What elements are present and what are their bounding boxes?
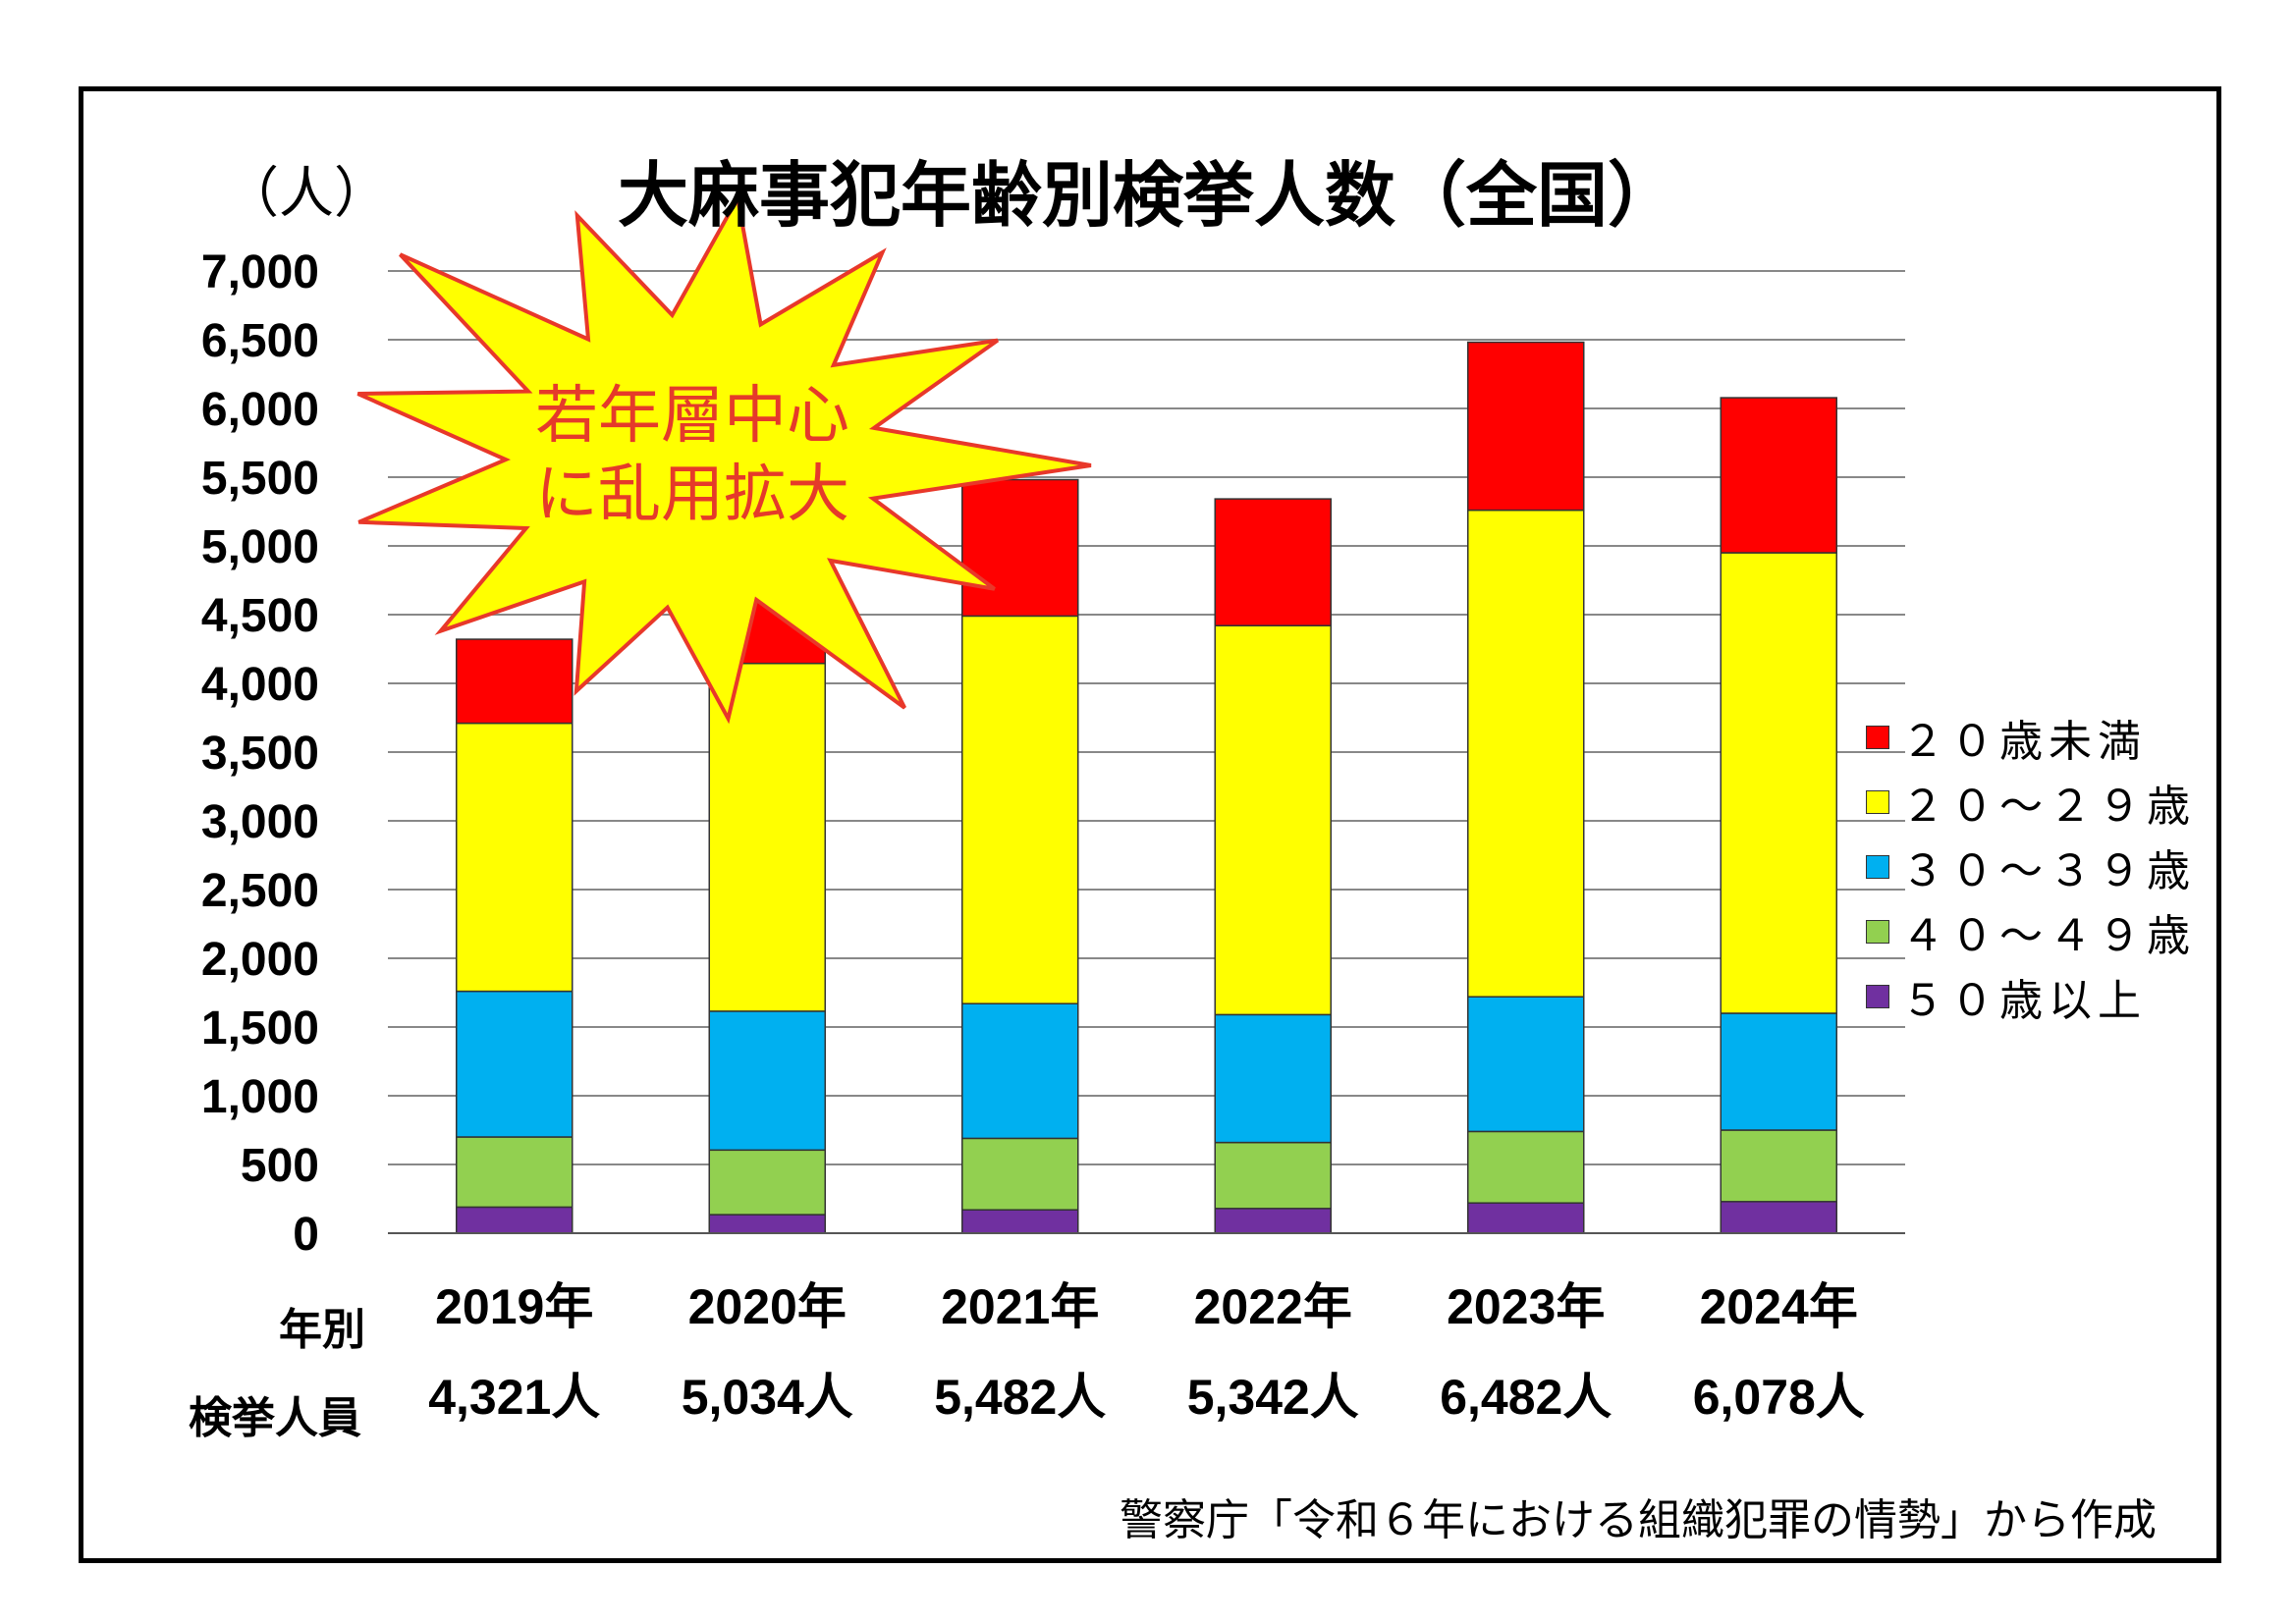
y-tick-label: 2,500 [201, 865, 319, 917]
y-tick-label: 4,000 [201, 659, 319, 711]
bar-segment [1720, 552, 1837, 1014]
y-tick-label: 1,000 [201, 1071, 319, 1123]
legend-label: ５０歳以上 [1901, 976, 2147, 1026]
bar-segment [456, 1136, 574, 1209]
source-note: 警察庁「令和６年における組織犯罪の情勢」から作成 [1120, 1495, 2157, 1545]
x-tick-label: 2021年 [941, 1279, 1099, 1334]
legend-item: ２０歳未満 [1866, 705, 2196, 770]
y-tick-label: 5,000 [201, 521, 319, 573]
x-tick-label: 2024年 [1700, 1279, 1858, 1334]
bar-segment [708, 1214, 826, 1234]
y-tick-label: 3,000 [201, 796, 319, 848]
y-axis-unit: （人） [224, 162, 389, 226]
bar-segment [961, 1209, 1079, 1234]
bar-segment [708, 1149, 826, 1216]
bar-segment [1720, 397, 1837, 554]
x-tick-label: 2022年 [1194, 1279, 1352, 1334]
bar-segment [708, 1010, 826, 1152]
bar-segment [961, 615, 1079, 1004]
legend-swatch [1866, 920, 1889, 944]
legend-swatch [1866, 855, 1889, 879]
bar-segment [456, 990, 574, 1138]
bar-segment [961, 478, 1079, 618]
bar-segment [1214, 1208, 1332, 1234]
bar-segment [1214, 1013, 1332, 1144]
total-label: 4,321人 [428, 1370, 600, 1425]
bar-segment [456, 722, 574, 993]
total-label: 6,482人 [1440, 1370, 1612, 1425]
y-tick-label: 1,500 [201, 1002, 319, 1055]
bar-segment [1214, 498, 1332, 626]
bar-segment [1467, 509, 1585, 998]
bar-segment [456, 638, 574, 725]
x-tick-label: 2023年 [1447, 1279, 1605, 1334]
bar-segment [1467, 996, 1585, 1133]
bar-segment [961, 1137, 1079, 1211]
legend-item: ２０～２９歳 [1866, 770, 2196, 835]
x-tick-label: 2019年 [435, 1279, 593, 1334]
total-label: 5,342人 [1187, 1370, 1359, 1425]
legend-item: ５０歳以上 [1866, 964, 2196, 1029]
chart-frame [79, 86, 2221, 1563]
bar-segment [1214, 1141, 1332, 1210]
callout-text-line1: 若年層中心 [535, 380, 849, 453]
y-tick-label: 2,000 [201, 934, 319, 986]
legend-item: ４０～４９歳 [1866, 899, 2196, 964]
y-tick-label: 6,000 [201, 384, 319, 436]
total-label: 6,078人 [1693, 1370, 1865, 1425]
legend: ２０歳未満 ２０～２９歳 ３０～３９歳 ４０～４９歳 ５０歳以上 [1866, 705, 2196, 1029]
total-label: 5,482人 [934, 1370, 1106, 1425]
y-tick-label: 5,500 [201, 453, 319, 505]
bar-segment [1720, 1129, 1837, 1203]
y-tick-label: 3,500 [201, 728, 319, 780]
bar-segment [1214, 624, 1332, 1016]
legend-label: ２０歳未満 [1901, 717, 2147, 767]
bar-segment [961, 1002, 1079, 1140]
chart-title: 大麻事犯年齢別検挙人数（全国） [617, 154, 1678, 237]
bar-segment [1467, 341, 1585, 512]
legend-swatch [1866, 985, 1889, 1008]
y-tick-label: 500 [241, 1140, 319, 1192]
x-tick-label: 2020年 [688, 1279, 847, 1334]
legend-label: ２０～２９歳 [1901, 782, 2196, 832]
legend-swatch [1866, 790, 1889, 814]
y-tick-label: 6,500 [201, 315, 319, 367]
legend-label: ４０～４９歳 [1901, 911, 2196, 961]
bar-segment [1467, 1202, 1585, 1234]
bar-segment [1467, 1130, 1585, 1204]
arrests-row-label: 検挙人員 [189, 1393, 361, 1443]
y-tick-label: 0 [293, 1209, 319, 1261]
year-row-label: 年別 [279, 1305, 365, 1355]
legend-item: ３０～３９歳 [1866, 835, 2196, 899]
bar-segment [1720, 1201, 1837, 1234]
legend-label: ３０～３９歳 [1901, 846, 2196, 896]
y-tick-label: 7,000 [201, 246, 319, 298]
bar-segment [456, 1206, 574, 1234]
y-tick-label: 4,500 [201, 590, 319, 642]
bar-segment [1720, 1012, 1837, 1131]
total-label: 5,034人 [682, 1370, 853, 1425]
legend-swatch [1866, 726, 1889, 749]
callout-text-line2: に乱用拡大 [535, 459, 849, 531]
callout-starburst [356, 192, 1092, 725]
